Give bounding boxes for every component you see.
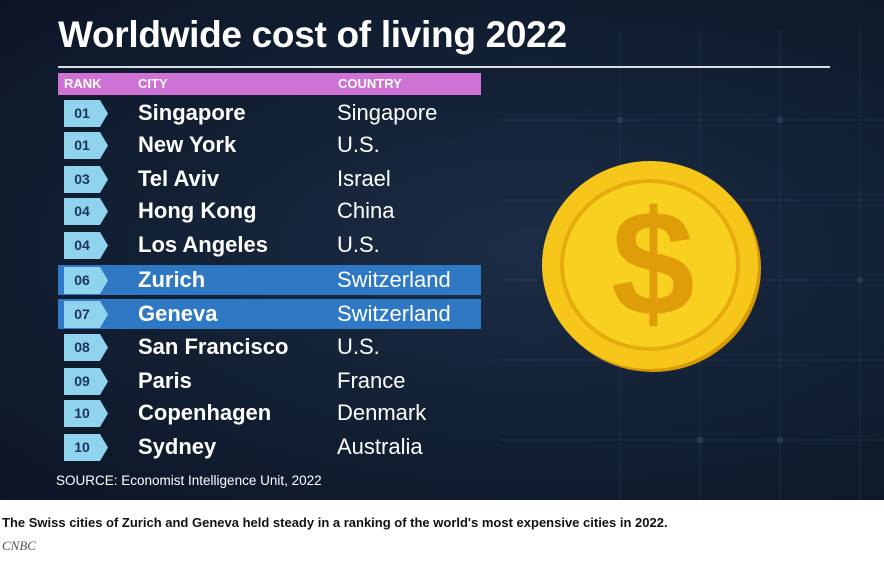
image-caption: The Swiss cities of Zurich and Geneva he… xyxy=(2,515,668,530)
rank-arrow-badge-icon xyxy=(64,434,108,461)
rank-badge: 09 xyxy=(64,368,110,395)
header-country: COUNTRY xyxy=(338,76,402,91)
city-name: Paris xyxy=(138,368,192,393)
rank-badge: 06 xyxy=(64,267,110,294)
country-name: Switzerland xyxy=(337,267,451,292)
city-name: San Francisco xyxy=(138,334,289,359)
table-header: RANK CITY COUNTRY xyxy=(58,73,481,95)
rank-badge: 08 xyxy=(64,334,110,361)
table-row: 07 Geneva Switzerland xyxy=(58,299,481,329)
city-name: New York xyxy=(138,132,237,157)
rank-arrow-badge-icon xyxy=(64,400,108,427)
source-note: SOURCE: Economist Intelligence Unit, 202… xyxy=(56,473,322,488)
city-name: Sydney xyxy=(138,434,217,459)
city-name: Copenhagen xyxy=(138,400,272,425)
rank-badge: 04 xyxy=(64,198,110,225)
infographic-image: Worldwide cost of living 2022 RANK CITY … xyxy=(0,0,884,500)
rank-value: 04 xyxy=(74,237,90,253)
image-credit: CNBC xyxy=(2,538,36,553)
rank-badge: 01 xyxy=(64,132,110,159)
country-name: China xyxy=(337,198,395,223)
rank-arrow-badge-icon xyxy=(64,198,108,225)
country-name: U.S. xyxy=(337,232,380,257)
country-name: Israel xyxy=(337,166,391,191)
header-city: CITY xyxy=(138,76,168,91)
rank-value: 03 xyxy=(74,171,90,187)
rank-badge: 07 xyxy=(64,301,110,328)
city-name: Singapore xyxy=(138,100,246,125)
rank-value: 06 xyxy=(74,272,90,288)
rank-badge: 10 xyxy=(64,400,110,427)
table-row: 08 San Francisco U.S. xyxy=(58,332,481,362)
dollar-coin-icon: $ xyxy=(542,161,761,372)
country-name: France xyxy=(337,368,406,393)
title-underline xyxy=(58,66,830,68)
country-name: Denmark xyxy=(337,400,427,425)
rank-arrow-badge-icon xyxy=(64,301,108,328)
rank-badge: 10 xyxy=(64,434,110,461)
table-row: 04 Hong Kong China xyxy=(58,196,481,226)
table-row: 01 New York U.S. xyxy=(58,130,481,160)
rank-arrow-badge-icon xyxy=(64,100,108,127)
country-name: Switzerland xyxy=(337,301,451,326)
country-name: U.S. xyxy=(337,132,380,157)
city-name: Tel Aviv xyxy=(138,166,220,191)
city-name: Zurich xyxy=(138,267,206,292)
rank-arrow-badge-icon xyxy=(64,267,108,294)
table-row: 09 Paris France xyxy=(58,366,481,396)
table-row: 06 Zurich Switzerland xyxy=(58,265,481,295)
rank-value: 07 xyxy=(74,306,90,322)
header-rank: RANK xyxy=(64,76,102,91)
rank-value: 01 xyxy=(74,137,90,153)
country-name: U.S. xyxy=(337,334,380,359)
city-name: Los Angeles xyxy=(138,232,268,257)
rank-value: 01 xyxy=(74,105,90,121)
rank-badge: 01 xyxy=(64,100,110,127)
rank-arrow-badge-icon xyxy=(64,368,108,395)
rank-arrow-badge-icon xyxy=(64,132,108,159)
rank-value: 10 xyxy=(74,405,90,421)
rank-arrow-badge-icon xyxy=(64,166,108,193)
table-row: 10 Sydney Australia xyxy=(58,432,481,462)
table-row: 03 Tel Aviv Israel xyxy=(58,164,481,194)
rank-badge: 03 xyxy=(64,166,110,193)
city-name: Hong Kong xyxy=(138,198,257,223)
rank-arrow-badge-icon xyxy=(64,334,108,361)
rank-arrow-badge-icon xyxy=(64,232,108,259)
rank-value: 08 xyxy=(74,339,90,355)
chart-title: Worldwide cost of living 2022 xyxy=(58,14,567,55)
table-row: 04 Los Angeles U.S. xyxy=(58,230,481,260)
svg-text:$: $ xyxy=(611,179,694,347)
table-row: 01 Singapore Singapore xyxy=(58,98,481,128)
table-row: 10 Copenhagen Denmark xyxy=(58,398,481,428)
rank-value: 04 xyxy=(74,203,90,219)
country-name: Australia xyxy=(337,434,423,459)
rank-badge: 04 xyxy=(64,232,110,259)
rank-value: 10 xyxy=(74,439,90,455)
city-name: Geneva xyxy=(138,301,218,326)
country-name: Singapore xyxy=(337,100,438,125)
rank-value: 09 xyxy=(74,373,90,389)
